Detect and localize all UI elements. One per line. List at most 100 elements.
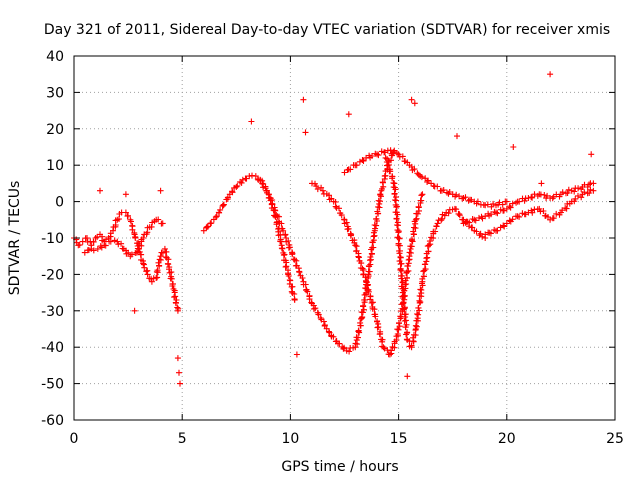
data-point-valley-15-16h: [403, 331, 410, 338]
data-point-outliers: [248, 118, 255, 125]
data-point-late-lower: [500, 222, 507, 229]
data-point-late-drift: [586, 181, 592, 188]
data-point-valley-14-15h: [404, 275, 410, 282]
data-point-early-loop: [134, 245, 141, 252]
data-point-outliers: [411, 100, 418, 107]
x-tick-label: 25: [606, 431, 624, 447]
data-point-valley-15-16h: [453, 206, 460, 213]
data-point-early-band: [172, 293, 179, 300]
data-point-deep-valley-13h: [375, 203, 382, 210]
data-point-valley-15-16h: [400, 299, 407, 306]
data-point-valley-15-16h: [469, 224, 476, 231]
y-tick-label: 0: [55, 195, 64, 211]
data-point-deep-valley-13h: [377, 191, 384, 198]
data-point-valley-14-15h: [414, 210, 421, 217]
data-point-valley-14-15h: [343, 219, 350, 226]
data-point-late-drift: [571, 188, 578, 195]
data-point-deep-valley-13h: [373, 222, 380, 229]
data-point-upper-band: [369, 153, 375, 159]
data-point-late-lower: [578, 194, 585, 201]
data-point-early-band: [144, 271, 151, 278]
data-point-outliers: [547, 71, 554, 78]
data-point-deep-valley-13h: [355, 334, 361, 341]
data-point-valley-14-15h: [372, 313, 379, 320]
plot-points: [71, 71, 597, 387]
data-point-valley-15-16h: [394, 222, 400, 228]
data-point-valley-14-15h: [338, 212, 345, 219]
data-point-valley-14-15h: [367, 296, 374, 303]
data-point-late-lower: [506, 217, 513, 224]
data-point-deep-valley-13h: [321, 322, 328, 329]
data-point-valley-15-16h: [410, 334, 416, 341]
data-point-valley-15-16h: [415, 311, 422, 318]
data-point-valley-14-15h: [362, 274, 369, 281]
data-point-late-lower: [563, 205, 570, 212]
data-point-valley-15-16h: [401, 305, 408, 312]
data-point-outliers: [408, 96, 415, 103]
data-point-deep-valley-13h: [282, 231, 289, 238]
data-point-valley-14-15h: [364, 281, 371, 288]
data-point-deep-valley-13h: [262, 183, 269, 190]
data-point-rise-to-8h: [205, 223, 211, 230]
y-tick-label: 20: [46, 122, 64, 138]
data-point-deep-valley-13h: [355, 327, 362, 334]
data-point-valley-15-16h: [394, 211, 401, 218]
data-point-rise-to-8h: [239, 176, 246, 183]
data-point-deep-valley-13h: [380, 179, 386, 186]
data-point-rise-to-8h: [233, 184, 240, 190]
x-tick-labels: 0 5 10 15 20 25: [70, 431, 624, 447]
data-point-valley-15-16h: [398, 260, 405, 267]
data-point-valley-15-16h: [395, 235, 402, 241]
data-point-valley-15-16h: [400, 306, 407, 313]
data-point-valley-15-16h: [397, 254, 404, 261]
data-point-valley-14-15h: [319, 187, 326, 194]
data-point-rise-to-8h: [291, 296, 298, 303]
data-point-valley-14-15h: [410, 228, 417, 235]
data-point-rise-to-8h: [234, 182, 241, 189]
y-axis-label: SDTVAR / TECUs: [7, 181, 23, 296]
data-point-upper-band: [462, 194, 469, 201]
data-point-valley-14-15h: [368, 300, 375, 306]
data-point-upper-band: [434, 183, 441, 190]
data-point-upper-band: [375, 152, 382, 159]
data-point-early-band: [103, 236, 109, 243]
data-point-valley-14-15h: [345, 225, 352, 232]
data-point-deep-valley-13h: [310, 305, 317, 312]
data-point-early-loop: [90, 247, 97, 254]
data-point-late-drift: [507, 204, 514, 211]
data-point-early-loop: [155, 216, 162, 223]
data-point-valley-15-16h: [396, 242, 403, 249]
data-point-upper-band: [440, 187, 447, 193]
data-point-early-band: [154, 267, 161, 274]
data-point-late-drift: [513, 199, 520, 206]
data-point-rise-to-8h: [224, 194, 231, 201]
data-point-valley-15-16h: [404, 329, 410, 336]
data-point-deep-valley-13h: [304, 288, 311, 295]
data-point-deep-valley-13h: [333, 338, 340, 344]
data-point-deep-valley-13h: [320, 318, 327, 325]
data-point-valley-15-16h: [392, 197, 398, 203]
data-point-deep-valley-13h: [330, 333, 337, 340]
x-tick-label: 5: [178, 431, 187, 447]
data-point-early-band: [122, 209, 129, 216]
data-point-valley-15-16h: [399, 279, 406, 285]
data-point-valley-15-16h: [477, 230, 484, 237]
data-point-late-drift: [541, 192, 548, 198]
data-point-valley-15-16h: [395, 242, 402, 249]
data-point-valley-14-15h: [360, 271, 367, 278]
data-point-rise-to-8h: [285, 273, 292, 279]
data-point-late-lower: [501, 223, 508, 230]
data-point-valley-15-16h: [402, 324, 409, 331]
data-point-outliers: [174, 355, 181, 362]
data-point-upper-band: [399, 153, 406, 160]
data-point-early-band: [76, 241, 83, 248]
data-point-early-band: [163, 248, 170, 255]
data-point-valley-14-15h: [403, 281, 410, 287]
data-point-valley-15-16h: [421, 267, 428, 274]
data-point-late-drift: [559, 189, 566, 196]
data-point-late-drift: [506, 203, 513, 210]
data-point-valley-14-15h: [404, 269, 411, 275]
data-point-late-drift: [503, 205, 510, 212]
data-point-upper-band: [459, 195, 466, 202]
data-point-early-band: [159, 249, 166, 256]
